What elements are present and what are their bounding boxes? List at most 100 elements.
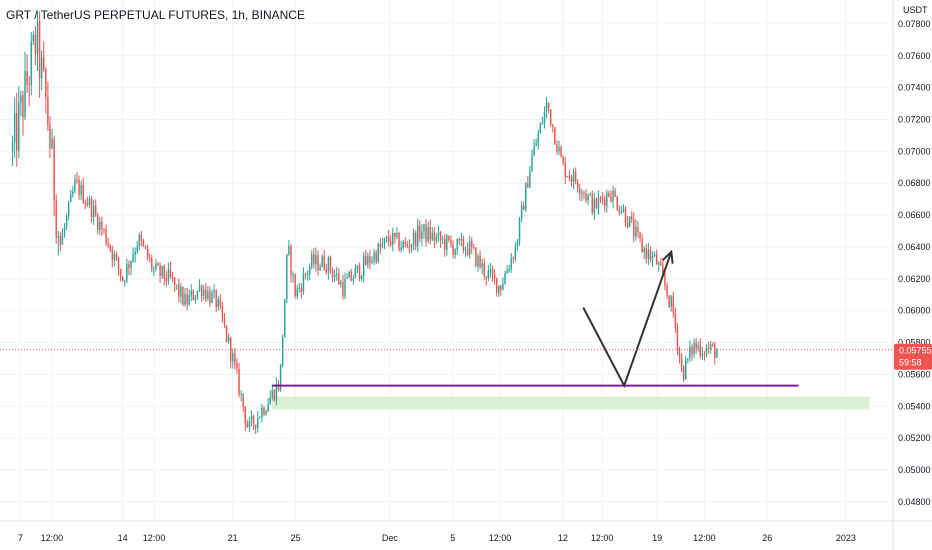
candle-body xyxy=(674,312,677,328)
candle-body xyxy=(660,262,662,266)
candle-body xyxy=(383,238,386,245)
candle xyxy=(142,238,145,247)
candle xyxy=(159,262,161,283)
time-tick-label: 12:00 xyxy=(693,533,716,543)
candle-body xyxy=(537,133,539,144)
candle-body xyxy=(306,273,309,275)
candle xyxy=(202,284,205,301)
candle-body xyxy=(311,254,313,267)
candle-body xyxy=(693,342,695,355)
candle-body xyxy=(80,184,82,195)
candle xyxy=(593,192,596,220)
candle-body xyxy=(444,239,446,250)
candle-body xyxy=(257,417,259,428)
candle xyxy=(549,109,552,127)
candle xyxy=(699,338,702,359)
projection-arrow[interactable] xyxy=(582,251,673,389)
candle-body xyxy=(198,286,201,291)
overlay-layer[interactable] xyxy=(0,249,893,389)
candle xyxy=(412,228,415,250)
candle-body xyxy=(491,269,494,275)
candle-body xyxy=(205,289,207,299)
candle xyxy=(70,189,72,203)
price-tick-label: 0.07000 xyxy=(898,146,931,156)
candle xyxy=(209,286,211,308)
candle-body xyxy=(612,190,614,202)
candle-body xyxy=(155,263,157,269)
candle xyxy=(591,190,593,216)
candle xyxy=(67,200,70,221)
candle xyxy=(20,90,22,117)
price-tick-label: 0.07600 xyxy=(898,51,931,61)
candle xyxy=(230,336,232,369)
candle-body xyxy=(338,273,340,285)
candle-body xyxy=(350,271,352,281)
candle-body xyxy=(406,244,409,247)
candle-body xyxy=(213,290,215,293)
candle xyxy=(111,245,114,268)
annotation-layer[interactable] xyxy=(271,396,870,410)
candle xyxy=(194,294,197,304)
candle-body xyxy=(290,245,292,276)
last-price-value: 0.05755 xyxy=(899,346,932,356)
candle-body xyxy=(97,214,99,230)
candle xyxy=(49,115,51,159)
candle-body xyxy=(678,349,681,357)
candle-body xyxy=(234,353,236,363)
candle-body xyxy=(67,202,70,217)
candle xyxy=(687,358,689,364)
candle xyxy=(387,230,390,247)
candle-body xyxy=(404,241,406,245)
candle xyxy=(329,255,332,274)
candle-body xyxy=(356,265,359,269)
candle-body xyxy=(662,265,664,275)
candle-body xyxy=(389,241,392,245)
candle-body xyxy=(24,71,26,118)
price-axis[interactable]: 0.07800 0.07600 0.07400 0.07200 0.07000 0.068… xyxy=(898,19,931,507)
candle xyxy=(612,185,614,209)
support-zone[interactable] xyxy=(271,396,870,410)
candle xyxy=(674,307,677,333)
candle xyxy=(319,263,321,272)
candle-body xyxy=(425,224,427,241)
candle xyxy=(579,184,581,201)
candle-body xyxy=(433,232,436,241)
candle-body xyxy=(379,244,382,248)
candle-body xyxy=(493,274,496,278)
candle-body xyxy=(53,138,55,201)
candle-body xyxy=(622,208,625,212)
time-axis[interactable]: 7 12:00 14 12:00 21 25 Dec 5 12:00 12 12:00 19 12:00… xyxy=(18,533,856,543)
candle xyxy=(649,246,652,263)
candle-body xyxy=(608,192,610,197)
candle-body xyxy=(161,265,163,276)
candle-body xyxy=(624,208,627,223)
candle-body xyxy=(55,200,57,238)
candle-body xyxy=(385,236,388,239)
candle-body xyxy=(510,258,512,269)
candle xyxy=(261,403,263,423)
candle-body xyxy=(20,95,22,104)
candle-body xyxy=(651,255,654,260)
candle xyxy=(279,364,282,392)
candle xyxy=(308,263,311,281)
candle-body xyxy=(410,244,413,248)
candle xyxy=(109,243,111,253)
candle-body xyxy=(533,146,535,156)
candle xyxy=(325,263,328,275)
candle-body xyxy=(664,274,666,286)
candle-body xyxy=(668,295,670,307)
candle xyxy=(487,264,490,282)
candle-body xyxy=(113,254,116,260)
candle xyxy=(119,268,122,282)
candle-body xyxy=(427,227,429,241)
candle xyxy=(682,365,685,383)
candle-body xyxy=(296,288,298,296)
candle-body xyxy=(458,238,461,241)
candle xyxy=(601,192,604,205)
candle xyxy=(641,233,643,253)
candle xyxy=(680,353,683,373)
candle-body xyxy=(302,273,305,292)
candle xyxy=(500,284,502,296)
candle xyxy=(712,342,714,347)
